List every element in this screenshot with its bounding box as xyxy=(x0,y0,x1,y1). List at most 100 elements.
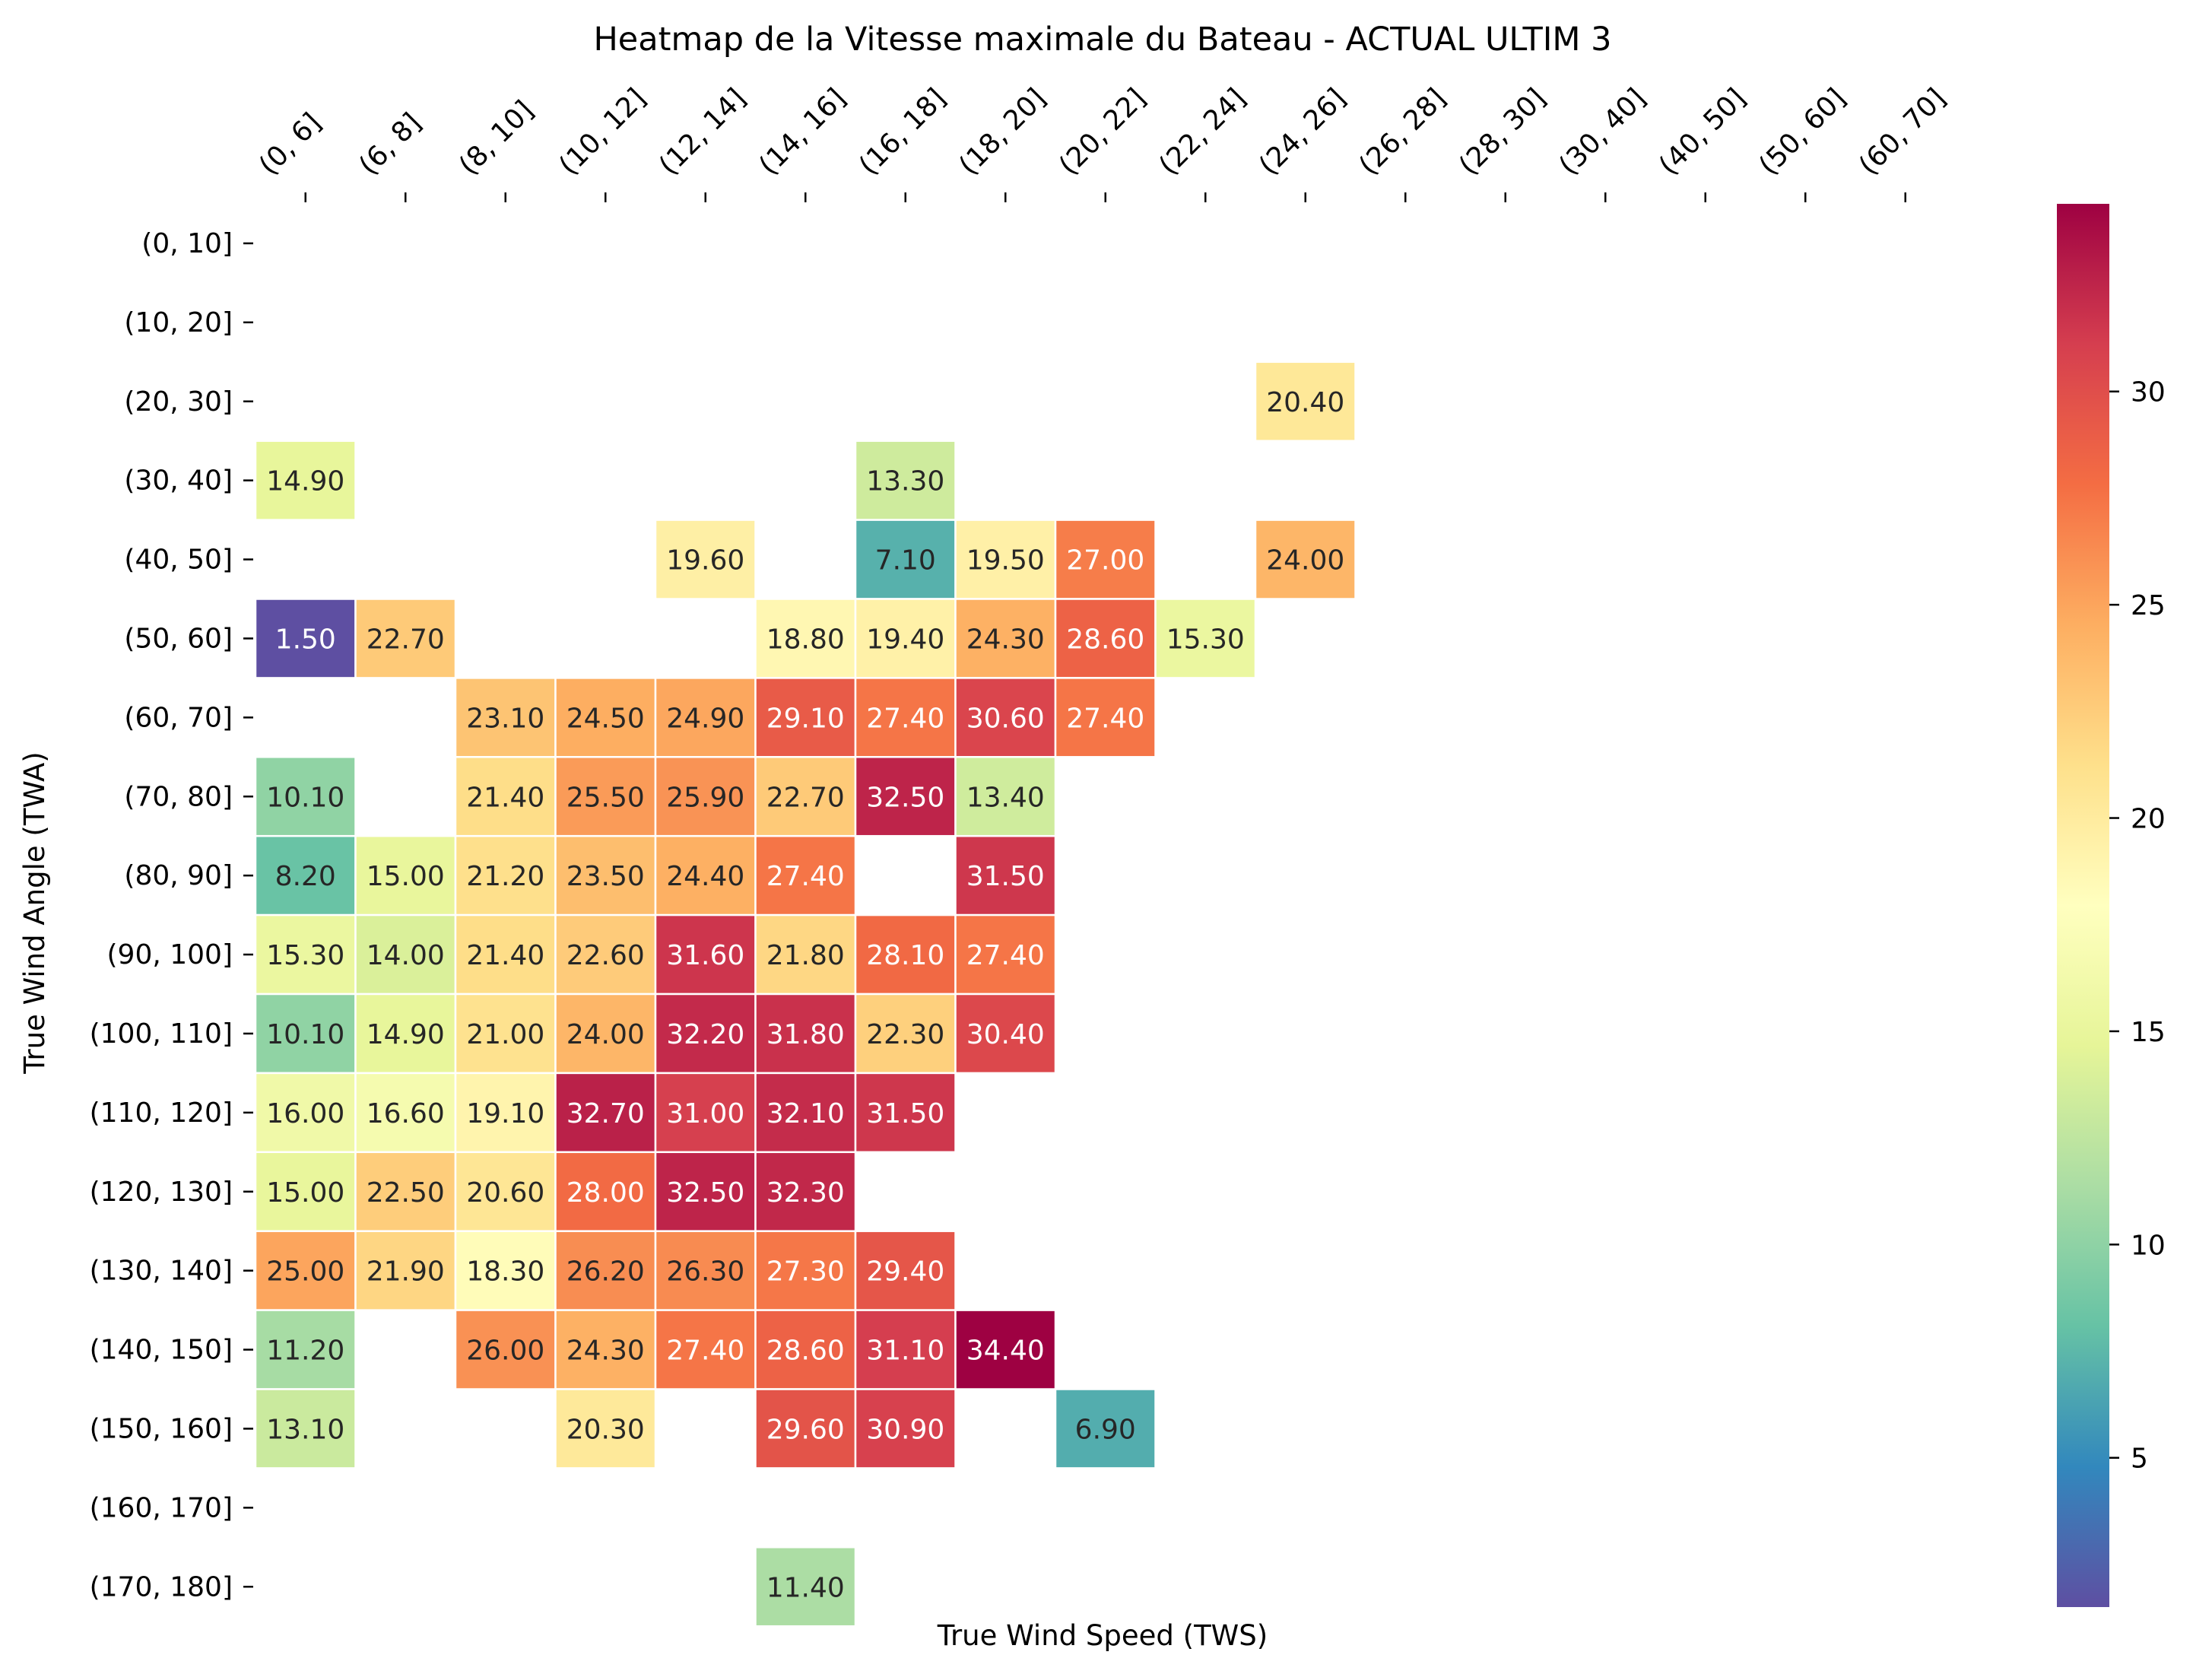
cell-value-label: 27.40 xyxy=(666,1336,744,1367)
y-tick-label: (0, 10] xyxy=(141,228,233,259)
cell-value-label: 7.10 xyxy=(875,545,936,577)
cell-value-label: 1.50 xyxy=(275,624,336,655)
heatmap-cell xyxy=(554,1151,657,1232)
cell-value-label: 32.50 xyxy=(666,1177,744,1209)
y-tick-label: (70, 80] xyxy=(124,781,233,812)
colorbar: 5 10 15 20 25 30 xyxy=(2057,204,2166,1607)
chart-title: Heatmap de la Vitesse maximale du Bateau… xyxy=(593,21,1611,59)
heatmap-cell xyxy=(554,913,657,996)
cell-value-label: 22.70 xyxy=(367,624,445,655)
x-tick-label: (22, 24] xyxy=(1154,83,1252,182)
cell-value-label: 24.40 xyxy=(666,861,744,892)
heatmap-cell xyxy=(654,993,757,1075)
heatmap-cell xyxy=(354,1230,457,1311)
cell-value-label: 24.50 xyxy=(566,703,645,734)
y-axis-label: True Wind Angle (TWA) xyxy=(18,751,51,1075)
cell-value-label: 10.10 xyxy=(266,1019,344,1050)
heatmap-cell xyxy=(654,677,757,758)
cell-value-label: 28.60 xyxy=(766,1336,845,1367)
cell-value-label: 20.60 xyxy=(466,1177,544,1209)
cell-value-label: 31.10 xyxy=(866,1336,944,1367)
cell-value-label: 32.30 xyxy=(766,1177,845,1209)
heatmap-cell xyxy=(454,1072,557,1154)
heatmap-cell xyxy=(254,993,357,1075)
cell-value-label: 27.40 xyxy=(966,940,1045,971)
cell-value-label: 25.00 xyxy=(266,1256,344,1288)
cell-value-label: 20.30 xyxy=(566,1414,645,1445)
heatmap-cell xyxy=(954,913,1057,996)
heatmap-cell xyxy=(854,756,957,837)
cell-value-label: 15.00 xyxy=(367,861,445,892)
cell-value-label: 16.00 xyxy=(266,1098,344,1129)
heatmap-cell xyxy=(754,1388,857,1469)
heatmap-cell xyxy=(354,598,457,679)
cell-value-label: 26.00 xyxy=(466,1336,544,1367)
cell-value-label: 26.30 xyxy=(666,1256,744,1288)
cell-value-label: 31.50 xyxy=(866,1098,944,1129)
heatmap-cell xyxy=(854,677,957,758)
cell-value-label: 25.90 xyxy=(666,782,744,813)
cell-value-label: 27.00 xyxy=(1066,545,1144,577)
y-tick-label: (150, 160] xyxy=(90,1413,233,1444)
heatmap-cell xyxy=(1254,519,1357,600)
heatmap-cell xyxy=(354,1151,457,1232)
heatmap-cell xyxy=(854,440,957,521)
heatmap-cell xyxy=(254,1230,357,1311)
heatmap-cell xyxy=(854,1388,957,1469)
cell-value-label: 26.20 xyxy=(566,1256,645,1288)
x-tick-label: (18, 20] xyxy=(954,83,1052,182)
cell-value-label: 31.00 xyxy=(666,1098,744,1129)
cell-value-label: 10.10 xyxy=(266,782,344,813)
cell-value-label: 34.40 xyxy=(966,1336,1045,1367)
x-axis-ticks: (0, 6] (6, 8] (8, 10] (10, 12] (12, 14] (14, … xyxy=(253,83,1952,202)
y-tick-label: (30, 40] xyxy=(124,465,233,497)
cell-value-label: 22.50 xyxy=(367,1177,445,1209)
cell-value-label: 32.10 xyxy=(766,1098,845,1129)
x-axis-label: True Wind Speed (TWS) xyxy=(937,1619,1268,1652)
cell-value-label: 29.60 xyxy=(766,1414,845,1445)
cell-value-label: 32.20 xyxy=(666,1019,744,1050)
cell-value-label: 21.40 xyxy=(466,782,544,813)
cell-value-label: 22.60 xyxy=(566,940,645,971)
cell-value-label: 27.40 xyxy=(1066,703,1144,734)
heatmap-cell xyxy=(454,1151,557,1232)
cell-value-label: 22.70 xyxy=(766,782,845,813)
heatmap-cell xyxy=(454,993,557,1075)
x-tick-label: (8, 10] xyxy=(453,95,540,182)
cell-value-label: 27.40 xyxy=(766,861,845,892)
cell-value-label: 13.10 xyxy=(266,1414,344,1445)
cell-value-label: 19.40 xyxy=(866,624,944,655)
y-tick-label: (160, 170] xyxy=(90,1492,233,1523)
cell-value-label: 8.20 xyxy=(275,861,336,892)
x-tick-label: (10, 12] xyxy=(554,83,652,182)
heatmap-cell xyxy=(254,1388,357,1469)
x-tick-label: (26, 28] xyxy=(1354,83,1452,182)
y-tick-label: (100, 110] xyxy=(90,1018,233,1050)
colorbar-tick-label: 20 xyxy=(2131,804,2166,835)
y-tick-label: (40, 50] xyxy=(124,545,233,576)
x-tick-label: (24, 26] xyxy=(1253,83,1352,182)
heatmap-cell xyxy=(654,1072,757,1154)
x-tick-label: (60, 70] xyxy=(1853,83,1952,182)
cell-value-label: 18.30 xyxy=(466,1256,544,1288)
heatmap-cell xyxy=(254,834,357,916)
x-tick-label: (50, 60] xyxy=(1753,83,1852,182)
y-tick-label: (120, 130] xyxy=(90,1177,233,1208)
y-tick-label: (110, 120] xyxy=(90,1097,233,1129)
y-tick-label: (130, 140] xyxy=(90,1256,233,1287)
colorbar-tick-label: 25 xyxy=(2131,590,2166,621)
cell-value-label: 27.30 xyxy=(766,1256,845,1288)
cell-value-label: 14.90 xyxy=(266,466,344,497)
heatmap-cell xyxy=(954,598,1057,679)
cell-value-label: 24.30 xyxy=(566,1336,645,1367)
y-tick-label: (80, 90] xyxy=(124,860,233,891)
cell-value-label: 20.40 xyxy=(1266,387,1344,418)
cell-value-label: 24.30 xyxy=(966,624,1045,655)
heatmap-cell xyxy=(954,677,1057,758)
cell-value-label: 30.40 xyxy=(966,1019,1045,1050)
colorbar-gradient xyxy=(2057,204,2109,1607)
y-tick-label: (20, 30] xyxy=(124,386,233,418)
heatmap-cell xyxy=(854,519,957,600)
